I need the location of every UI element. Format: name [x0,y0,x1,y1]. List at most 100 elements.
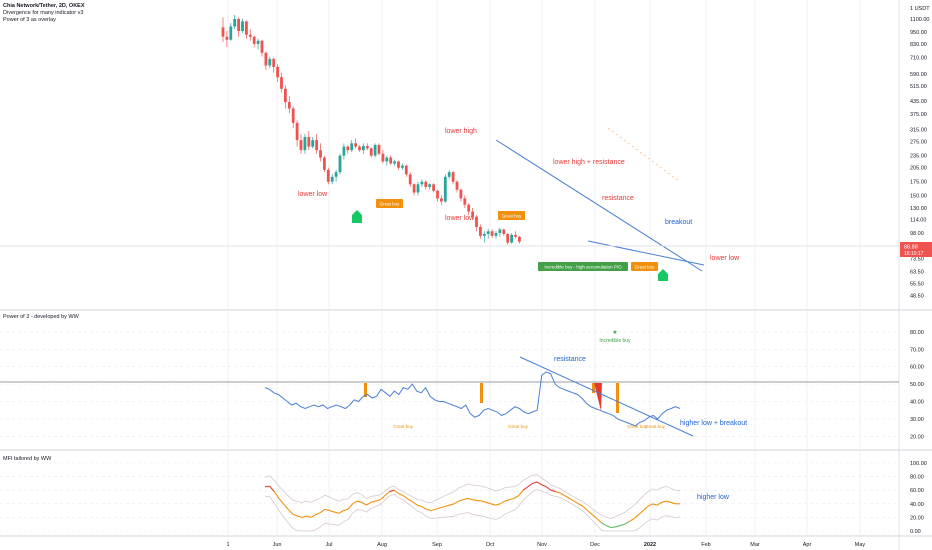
power3-axis-label: 40.00 [910,400,924,406]
mfi-line-segment [587,510,593,516]
current-price-countdown: 18:10:17 [904,251,924,257]
price-axis-label: 1100.00 [910,17,929,23]
candle-body [295,122,299,141]
mfi-line-segment [642,506,649,512]
mfi-line-segment [453,500,459,505]
mfi-lower-band [264,488,681,532]
price-axis-label: 830.00 [910,42,927,48]
candle-body [237,18,240,31]
time-axis-label: Jun [273,542,282,548]
candle-body [490,231,494,236]
mfi-axis-label: 20.00 [910,515,924,521]
candle-body [373,144,377,156]
candle-body [440,198,443,202]
mfi-line-segment [329,510,335,513]
candle-body [514,234,517,237]
candle-body [319,150,322,158]
mfi-line-segment [661,500,667,503]
incredible-buy-badge [538,262,628,271]
mfi-line-segment [417,504,422,508]
mfi-line-segment [444,504,450,508]
candle-body [248,34,252,37]
candle-body [401,165,404,168]
price-axis-label: 375.00 [910,112,927,118]
power3-axis-label: 60.00 [910,365,924,371]
candle-body [432,184,435,191]
candle-body [451,172,455,182]
mfi-line-segment [273,491,280,499]
mfi-line-segment [264,485,270,488]
mfi-line-segment [564,495,570,499]
power3-great-buy-1: Great buy [393,424,414,429]
mfi-line-segment [440,505,445,509]
annotation-lower-high-resistance: lower high + resistance [553,159,625,166]
great-buy-badge-1 [376,199,403,208]
indicator-label-2: Power of 3 as overlay [3,17,56,23]
candle-body [338,155,342,173]
candle-body [307,136,311,147]
candle-body [241,21,244,31]
mfi-line-segment [366,501,372,506]
mfi-line-segment [486,501,492,505]
candle-body [467,204,471,212]
resistance-trendline[interactable] [495,139,703,272]
mfi-line-segment [596,518,602,524]
candle-body [291,108,295,123]
mfi-line-segment [550,489,556,493]
mfi-line-segment [315,512,321,516]
mfi-line-segment [306,515,312,518]
mfi-line-segment [638,510,644,516]
price-axis-label: 1 USDT [910,6,930,12]
power3-series-line[interactable] [264,371,681,427]
candle-body [350,143,354,151]
mfi-line-segment [573,500,579,505]
mfi-line-segment [582,506,589,512]
candle-body [502,229,506,234]
power3-axis-label: 30.00 [910,417,924,423]
power3-signal-bar [616,383,619,413]
mfi-line-segment [619,523,625,527]
mfi-grid [0,451,899,535]
power3-axis-label: 80.00 [910,330,924,336]
candle-body [389,157,393,164]
indicator-label-1: Divergence for many indicator v3 [3,10,84,16]
mfi-line-segment [310,514,317,518]
candle-body [358,146,361,151]
candle-body [272,58,276,67]
candle-body [436,190,439,199]
power3-title: Power of 3 - developed by WW [3,314,80,320]
candle-body [284,88,287,103]
price-axis-label: 710.00 [910,56,927,62]
mfi-line-segment [421,506,427,510]
mfi-line-segment [490,503,496,506]
mfi-series-line[interactable] [264,481,680,529]
candle-body [280,77,283,89]
candle-body [276,66,279,78]
price-axis-label: 315.00 [910,128,927,134]
candle-body [315,140,318,151]
annotation-resistance: resistance [602,195,634,202]
candle-body [408,174,412,185]
candle-body [506,233,510,243]
candle-body [252,36,256,44]
candle-body [498,229,502,234]
price-axis-label: 515.00 [910,84,927,90]
power3-grid [0,311,899,449]
power3-trendline[interactable] [519,356,694,437]
current-price-value: 88.88 [904,245,918,251]
mfi-line-segment [463,497,469,501]
candle-body [330,176,334,182]
mfi-line-segment [624,521,630,525]
annotation-lower-low-1: lower low [298,191,328,198]
mfi-line-segment [495,503,501,506]
support-trendline[interactable] [587,240,705,266]
annotation-lower-low-2: lower low [445,215,475,222]
mfi-line-segment [393,489,400,495]
mfi-line-segment [601,522,607,527]
mfi-line-segment [426,508,432,512]
buy-signal-marker-1 [352,210,362,223]
time-axis-label: Aug [377,542,387,548]
time-axis-label: Dec [590,542,600,548]
mfi-line-segment [545,486,552,491]
